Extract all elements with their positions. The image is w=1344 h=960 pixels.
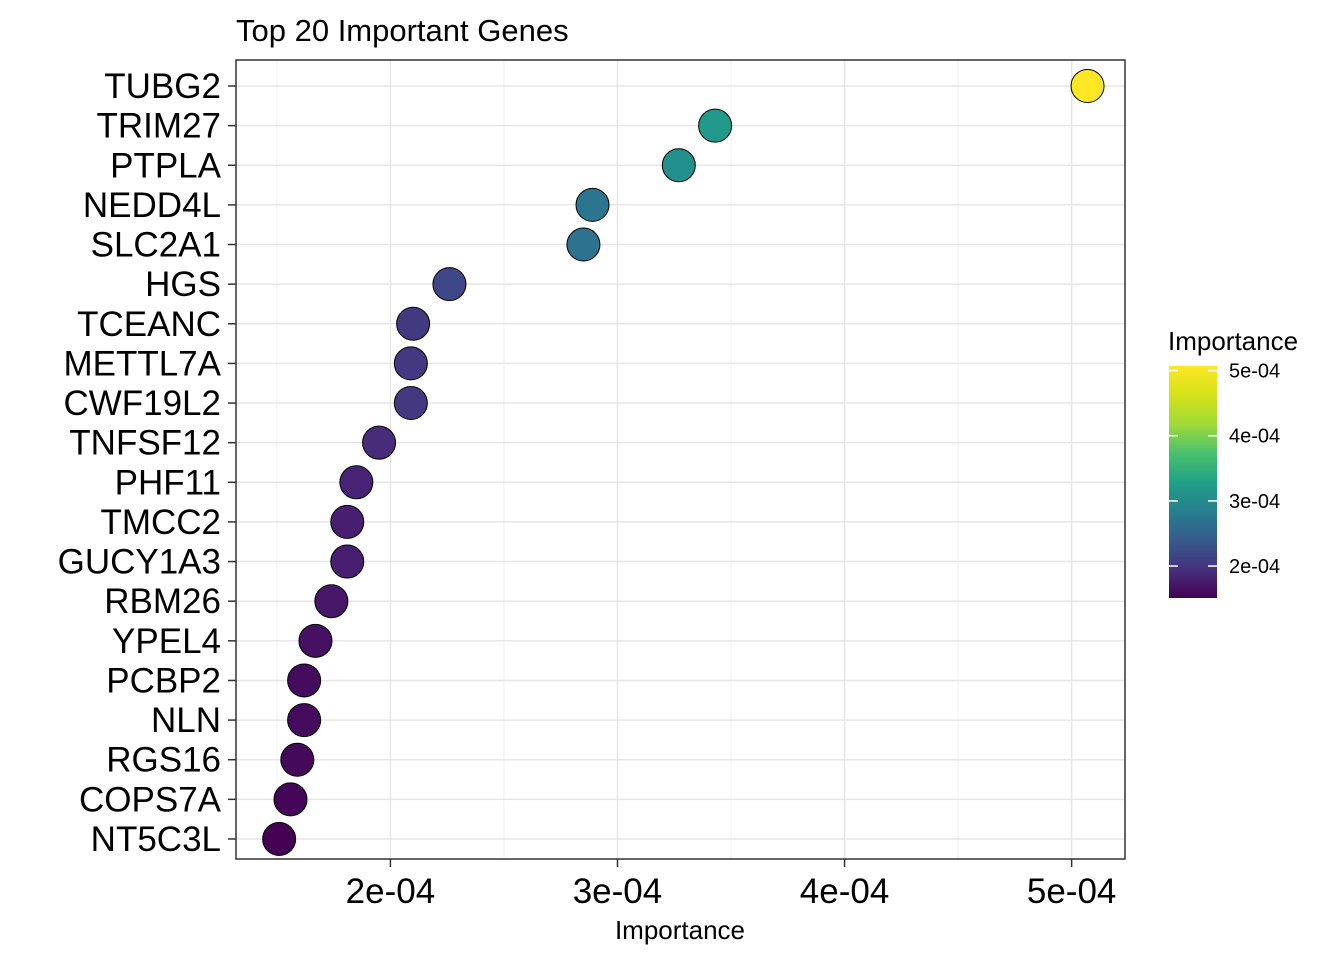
gene-point (698, 108, 733, 143)
y-tick-label: NLN (151, 701, 221, 740)
y-tick-label: TUBG2 (104, 67, 221, 106)
gene-point (262, 821, 297, 856)
gene-point (432, 267, 467, 302)
y-tick-label: METTL7A (63, 344, 221, 383)
y-tick-label: NT5C3L (91, 820, 221, 859)
gene-point (362, 425, 397, 460)
gene-point (314, 584, 349, 619)
y-tick-label: PHF11 (115, 463, 221, 502)
legend-colorbar (1169, 366, 1217, 598)
gene-point (575, 187, 610, 222)
x-tick-label: 5e-04 (1027, 872, 1117, 911)
gene-point (1070, 69, 1105, 103)
x-tick-label: 4e-04 (800, 872, 890, 911)
y-tick-label: CWF19L2 (63, 384, 221, 423)
gene-point (661, 148, 696, 183)
data-points (262, 69, 1105, 856)
gene-point (280, 742, 315, 777)
gene-point (339, 465, 374, 500)
y-tick-label: PCBP2 (106, 661, 221, 700)
y-tick-label: TRIM27 (97, 107, 221, 146)
legend-tick-label: 2e-04 (1229, 556, 1280, 578)
legend-title: Importance (1168, 326, 1298, 356)
gene-point (396, 306, 431, 341)
gene-point (287, 703, 322, 738)
y-tick-label: TCEANC (77, 305, 221, 344)
y-tick-label: TNFSF12 (69, 424, 221, 463)
gene-point (273, 782, 308, 817)
y-tick-label: TMCC2 (100, 503, 221, 542)
gene-point (393, 346, 428, 381)
gene-point (330, 504, 365, 539)
grid-lines (236, 60, 1125, 859)
gene-point (330, 544, 365, 579)
y-tick-label: SLC2A1 (91, 226, 221, 265)
gene-point (393, 386, 428, 421)
gene-point (298, 623, 333, 658)
legend-tick-label: 5e-04 (1229, 361, 1280, 383)
legend-tick-label: 3e-04 (1229, 491, 1280, 513)
x-axis-label: Importance (615, 915, 745, 945)
gene-point (287, 663, 322, 698)
y-tick-label: GUCY1A3 (58, 543, 221, 582)
y-tick-label: RGS16 (106, 741, 221, 780)
y-axis: TUBG2TRIM27PTPLANEDD4LSLC2A1HGSTCEANCMET… (58, 67, 236, 859)
x-tick-label: 2e-04 (346, 872, 436, 911)
plot-panel-border (235, 59, 1126, 860)
x-tick-label: 3e-04 (573, 872, 663, 911)
legend-tick-label: 4e-04 (1229, 426, 1280, 448)
y-tick-label: HGS (145, 265, 221, 304)
gene-point (566, 227, 601, 262)
y-tick-label: COPS7A (79, 780, 222, 819)
color-legend: Importance 2e-04 3e-04 4e-04 5e-04 (1168, 326, 1298, 598)
x-axis: 2e-04 3e-04 4e-04 5e-04 (346, 859, 1117, 911)
y-tick-label: PTPLA (110, 146, 222, 185)
chart-title: Top 20 Important Genes (236, 13, 569, 48)
y-tick-label: NEDD4L (83, 186, 221, 225)
y-tick-label: RBM26 (104, 582, 221, 621)
y-tick-label: YPEL4 (112, 622, 221, 661)
legend-ticks: 2e-04 3e-04 4e-04 5e-04 (1169, 361, 1280, 578)
